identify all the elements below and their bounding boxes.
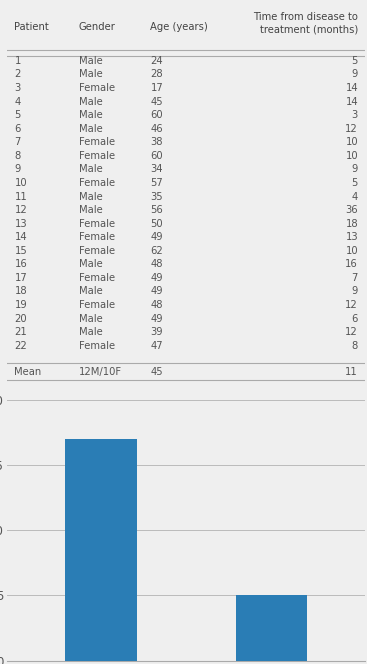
- Text: Female: Female: [79, 232, 115, 242]
- Text: 1: 1: [15, 56, 21, 66]
- Text: Time from disease to
treatment (months): Time from disease to treatment (months): [253, 12, 358, 35]
- Text: 46: 46: [150, 124, 163, 133]
- Text: Female: Female: [79, 273, 115, 283]
- Text: 12M/10F: 12M/10F: [79, 367, 122, 377]
- Text: Male: Male: [79, 286, 103, 297]
- Text: 50: 50: [150, 218, 163, 228]
- Text: 15: 15: [15, 246, 27, 256]
- Text: 18: 18: [15, 286, 27, 297]
- Text: Male: Male: [79, 124, 103, 133]
- Text: Male: Male: [79, 69, 103, 80]
- Text: 45: 45: [150, 96, 163, 106]
- Text: 10: 10: [345, 151, 358, 161]
- Text: 16: 16: [15, 260, 27, 270]
- Text: Female: Female: [79, 300, 115, 310]
- Text: 12: 12: [15, 205, 27, 215]
- Text: Female: Female: [79, 178, 115, 188]
- Text: 12: 12: [345, 327, 358, 337]
- Text: 48: 48: [150, 260, 163, 270]
- Text: 14: 14: [345, 96, 358, 106]
- Text: 9: 9: [352, 69, 358, 80]
- Text: 38: 38: [150, 137, 163, 147]
- Text: 11: 11: [345, 367, 358, 377]
- Text: Male: Male: [79, 327, 103, 337]
- Text: 5: 5: [15, 110, 21, 120]
- Text: 10: 10: [345, 137, 358, 147]
- Text: 12: 12: [345, 300, 358, 310]
- Text: Patient: Patient: [15, 22, 49, 32]
- Text: Gender: Gender: [79, 22, 116, 32]
- Text: 5: 5: [352, 178, 358, 188]
- Text: 7: 7: [15, 137, 21, 147]
- Text: Male: Male: [79, 110, 103, 120]
- Text: 34: 34: [150, 165, 163, 175]
- Text: 19: 19: [15, 300, 27, 310]
- Text: Age (years): Age (years): [150, 22, 208, 32]
- Bar: [65, 439, 137, 661]
- Text: 11: 11: [15, 191, 27, 201]
- Text: 17: 17: [150, 83, 163, 93]
- Text: 9: 9: [352, 286, 358, 297]
- Text: Female: Female: [79, 246, 115, 256]
- Text: 48: 48: [150, 300, 163, 310]
- Text: Male: Male: [79, 205, 103, 215]
- Text: 3: 3: [15, 83, 21, 93]
- Text: 28: 28: [150, 69, 163, 80]
- Text: 22: 22: [15, 341, 27, 351]
- Text: Male: Male: [79, 191, 103, 201]
- Text: Male: Male: [79, 56, 103, 66]
- Text: 39: 39: [150, 327, 163, 337]
- Text: 13: 13: [345, 232, 358, 242]
- Text: 47: 47: [150, 341, 163, 351]
- Text: Female: Female: [79, 341, 115, 351]
- Text: 2: 2: [15, 69, 21, 80]
- Text: 8: 8: [352, 341, 358, 351]
- Text: 36: 36: [345, 205, 358, 215]
- Text: 4: 4: [352, 191, 358, 201]
- Text: 12: 12: [345, 124, 358, 133]
- Text: 49: 49: [150, 232, 163, 242]
- Text: 49: 49: [150, 313, 163, 323]
- Text: 24: 24: [150, 56, 163, 66]
- Text: Female: Female: [79, 137, 115, 147]
- Text: 18: 18: [345, 218, 358, 228]
- Bar: [236, 596, 307, 661]
- Text: 9: 9: [352, 165, 358, 175]
- Text: 14: 14: [345, 83, 358, 93]
- Text: 57: 57: [150, 178, 163, 188]
- Text: 21: 21: [15, 327, 27, 337]
- Text: 5: 5: [352, 56, 358, 66]
- Text: 6: 6: [352, 313, 358, 323]
- Text: 56: 56: [150, 205, 163, 215]
- Text: 4: 4: [15, 96, 21, 106]
- Text: Male: Male: [79, 313, 103, 323]
- Text: Mean: Mean: [15, 367, 42, 377]
- Text: Female: Female: [79, 218, 115, 228]
- Text: 60: 60: [150, 151, 163, 161]
- Text: 17: 17: [15, 273, 27, 283]
- Text: 7: 7: [352, 273, 358, 283]
- Text: 9: 9: [15, 165, 21, 175]
- Text: Male: Male: [79, 96, 103, 106]
- Text: Male: Male: [79, 260, 103, 270]
- Text: Female: Female: [79, 151, 115, 161]
- Text: 10: 10: [15, 178, 27, 188]
- Text: 49: 49: [150, 273, 163, 283]
- Text: 35: 35: [150, 191, 163, 201]
- Text: Female: Female: [79, 83, 115, 93]
- Text: 10: 10: [345, 246, 358, 256]
- Text: 6: 6: [15, 124, 21, 133]
- Text: 8: 8: [15, 151, 21, 161]
- Text: Male: Male: [79, 165, 103, 175]
- Text: 60: 60: [150, 110, 163, 120]
- Text: 49: 49: [150, 286, 163, 297]
- Text: 20: 20: [15, 313, 27, 323]
- Text: 45: 45: [150, 367, 163, 377]
- Text: 62: 62: [150, 246, 163, 256]
- Text: 16: 16: [345, 260, 358, 270]
- Text: 13: 13: [15, 218, 27, 228]
- Text: 14: 14: [15, 232, 27, 242]
- Text: 3: 3: [352, 110, 358, 120]
